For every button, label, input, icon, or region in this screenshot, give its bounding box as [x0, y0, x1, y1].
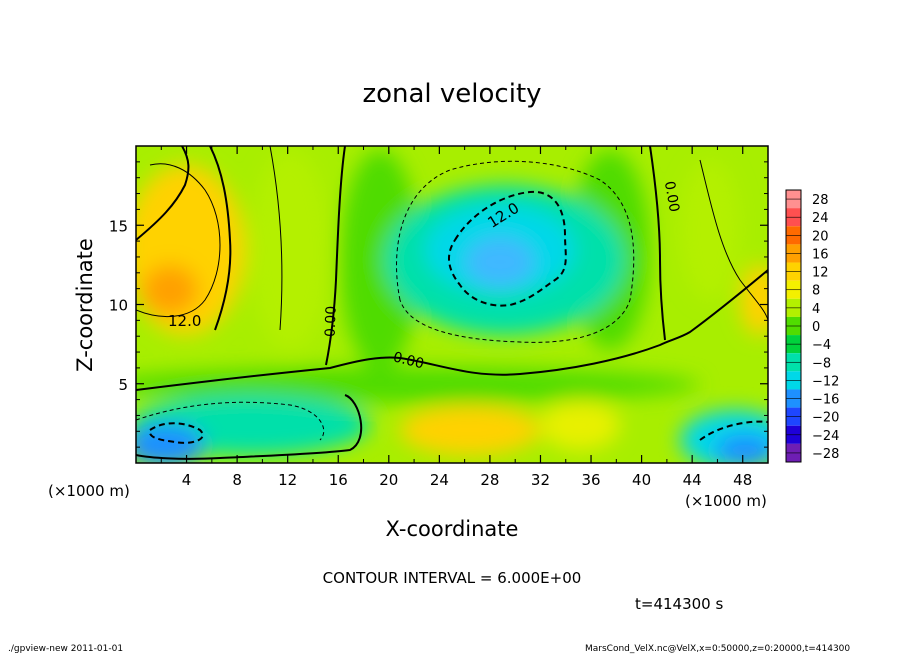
colorbar-label: 12: [812, 266, 829, 281]
contour-lines: [136, 146, 768, 460]
contour-zero-left-2: [209, 146, 232, 331]
x-tick-label: 36: [581, 471, 600, 489]
x-tick-label: 32: [531, 471, 550, 489]
contour-label: 0.00: [661, 180, 682, 213]
lower-mid-positive: [400, 405, 540, 455]
y-tick-label: 15: [109, 217, 128, 235]
contour-six-pos: [136, 163, 221, 318]
y-tick-label: 10: [109, 297, 128, 315]
colorbar-label: 8: [812, 284, 820, 299]
colorbar-label: 4: [812, 302, 820, 317]
colorbar-label: 24: [812, 211, 829, 226]
colorbar-label: −28: [812, 447, 839, 462]
contour-label: 12.0: [168, 312, 201, 330]
x-tick-label: 20: [379, 471, 398, 489]
x-tick-label: 28: [480, 471, 499, 489]
negative-core: [465, 237, 535, 287]
footer-right: MarsCond_VelX.nc@VelX,x=0:50000,z=0:2000…: [585, 644, 850, 654]
x-tick-label: 44: [683, 471, 702, 489]
contour-label: 0.00: [391, 349, 425, 372]
velocity-field: [136, 146, 768, 463]
lower-mid-warm: [540, 400, 620, 450]
contour-zero-right: [649, 146, 666, 341]
right-positive: [740, 265, 768, 335]
contour-label: 0.00: [323, 306, 340, 338]
neutral-center: [340, 150, 420, 370]
colorbar-label: −8: [812, 356, 831, 371]
chart-title: zonal velocity: [362, 79, 541, 109]
x-tick-label: 4: [182, 471, 192, 489]
neutral-band-left: [250, 150, 330, 350]
x-tick-label: 48: [733, 471, 752, 489]
colorbar-label: −24: [812, 429, 839, 444]
contour-six-neg: [396, 160, 635, 343]
contour-zero-left: [136, 146, 190, 241]
lower-left-core: [136, 423, 205, 463]
x-tick-label: 12: [278, 471, 297, 489]
colorbar-label: 0: [812, 320, 820, 335]
positive-core-left: [142, 265, 198, 315]
colorbar-label: 20: [812, 229, 829, 244]
lower-green-band: [136, 367, 700, 403]
colorbar-label: −4: [812, 338, 831, 353]
y-tick-label: 5: [118, 376, 128, 394]
colorbar-label: −12: [812, 374, 839, 389]
x-unit-label-left: (×1000 m): [48, 482, 130, 500]
right-green: [680, 160, 740, 300]
time-label: t=414300 s: [635, 595, 723, 613]
colorbar-label: 28: [812, 193, 829, 208]
y-axis-label: Z-coordinate: [73, 238, 97, 372]
colorbar-label: 16: [812, 247, 829, 262]
x-tick-label: 24: [430, 471, 449, 489]
colorbar: 28 24 20 16 12 8 4 0 −4 −8 −12 −16 −20 −24 −28: [785, 189, 839, 463]
contour-six-right: [699, 159, 768, 321]
contour-zero-lower: [136, 269, 768, 391]
contour-twelve-upper: [448, 190, 567, 307]
x-tick-label: 16: [329, 471, 348, 489]
contour-six-lower: [136, 401, 325, 441]
contour-interval-text: CONTOUR INTERVAL = 6.000E+00: [323, 569, 582, 587]
x-axis-label: X-coordinate: [386, 517, 519, 541]
colorbar-label: −20: [812, 411, 839, 426]
x-tick-label: 8: [232, 471, 242, 489]
contour-zero-mid: [325, 146, 346, 366]
x-unit-label-right: (×1000 m): [685, 492, 767, 510]
contour-six-pos-2: [269, 146, 283, 331]
contour-zero-lowerpath: [136, 394, 363, 460]
footer-left: ./gpview-new 2011-01-01: [8, 644, 123, 654]
colorbar-label: −16: [812, 393, 839, 408]
x-tick-label: 40: [632, 471, 651, 489]
lower-right-core: [715, 434, 768, 463]
